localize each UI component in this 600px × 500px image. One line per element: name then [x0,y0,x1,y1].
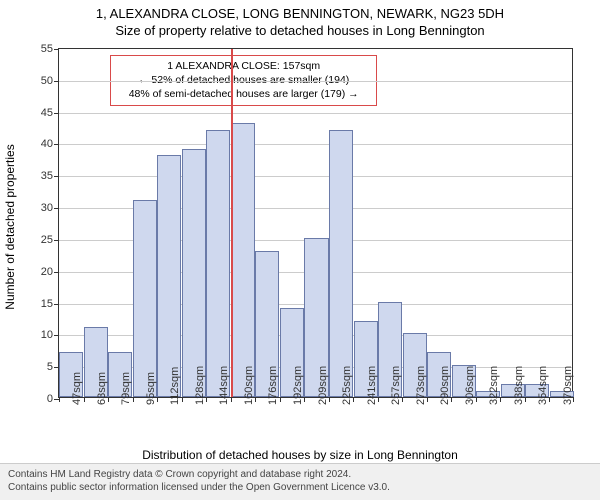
y-tick-label: 40 [41,138,59,150]
attribution-footer: Contains HM Land Registry data © Crown c… [0,463,600,500]
x-tick-mark [427,397,428,402]
x-tick-mark [108,397,109,402]
x-tick-label: 79sqm [120,372,132,405]
x-tick-mark [59,397,60,402]
histogram-bar [133,200,157,397]
x-tick-mark [549,397,550,402]
x-tick-mark [280,397,281,402]
x-tick-label: 225sqm [341,366,353,405]
histogram-bar [206,130,230,397]
chart-container: 1, ALEXANDRA CLOSE, LONG BENNINGTON, NEW… [0,0,600,500]
x-tick-mark [231,397,232,402]
x-tick-label: 63sqm [96,372,108,405]
x-tick-mark [451,397,452,402]
gridline [59,81,572,82]
x-tick-mark [206,397,207,402]
annotation-line1: 1 ALEXANDRA CLOSE: 157sqm [117,59,370,73]
x-tick-label: 257sqm [390,366,402,405]
gridline [59,144,572,145]
y-tick-label: 35 [41,170,59,182]
y-tick-label: 10 [41,329,59,341]
x-tick-mark [157,397,158,402]
x-tick-label: 160sqm [243,366,255,405]
y-tick-label: 55 [41,43,59,55]
x-tick-label: 47sqm [71,372,83,405]
y-tick-label: 25 [41,234,59,246]
x-tick-label: 322sqm [488,366,500,405]
y-axis-label: Number of detached properties [3,144,17,309]
y-tick-label: 15 [41,298,59,310]
x-tick-label: 290sqm [439,366,451,405]
x-tick-mark [84,397,85,402]
footer-line1: Contains HM Land Registry data © Crown c… [8,468,592,481]
x-tick-label: 370sqm [562,366,574,405]
x-tick-mark [378,397,379,402]
histogram-bar [231,123,255,397]
y-tick-label: 0 [47,393,59,405]
gridline [59,113,572,114]
title-address: 1, ALEXANDRA CLOSE, LONG BENNINGTON, NEW… [0,0,600,21]
plot-area: 1 ALEXANDRA CLOSE: 157sqm ← 52% of detac… [58,48,573,398]
x-tick-mark [573,397,574,402]
x-tick-label: 144sqm [218,366,230,405]
histogram-bar [157,155,181,397]
x-tick-label: 354sqm [537,366,549,405]
gridline [59,176,572,177]
x-tick-mark [402,397,403,402]
x-tick-label: 338sqm [513,366,525,405]
annotation-line3: 48% of semi-detached houses are larger (… [117,87,370,101]
y-tick-label: 45 [41,107,59,119]
x-tick-mark [304,397,305,402]
x-tick-mark [500,397,501,402]
x-axis-label: Distribution of detached houses by size … [0,448,600,462]
x-tick-mark [133,397,134,402]
x-tick-label: 176sqm [267,366,279,405]
x-tick-mark [353,397,354,402]
x-tick-label: 192sqm [292,366,304,405]
x-tick-label: 241sqm [366,366,378,405]
histogram-bar [329,130,353,397]
x-tick-mark [476,397,477,402]
y-tick-label: 20 [41,266,59,278]
x-tick-mark [525,397,526,402]
x-tick-mark [255,397,256,402]
x-tick-label: 112sqm [169,367,181,405]
y-tick-label: 5 [47,361,59,373]
title-subtitle: Size of property relative to detached ho… [0,21,600,38]
y-tick-label: 30 [41,202,59,214]
histogram-bar [182,149,206,397]
x-tick-label: 306sqm [464,366,476,405]
x-tick-label: 273sqm [415,366,427,405]
x-tick-mark [329,397,330,402]
x-tick-label: 209sqm [317,366,329,405]
marker-line [231,49,233,397]
x-tick-label: 95sqm [145,372,157,405]
y-tick-label: 50 [41,75,59,87]
x-tick-label: 128sqm [194,366,206,405]
footer-line2: Contains public sector information licen… [8,481,592,494]
x-tick-mark [182,397,183,402]
